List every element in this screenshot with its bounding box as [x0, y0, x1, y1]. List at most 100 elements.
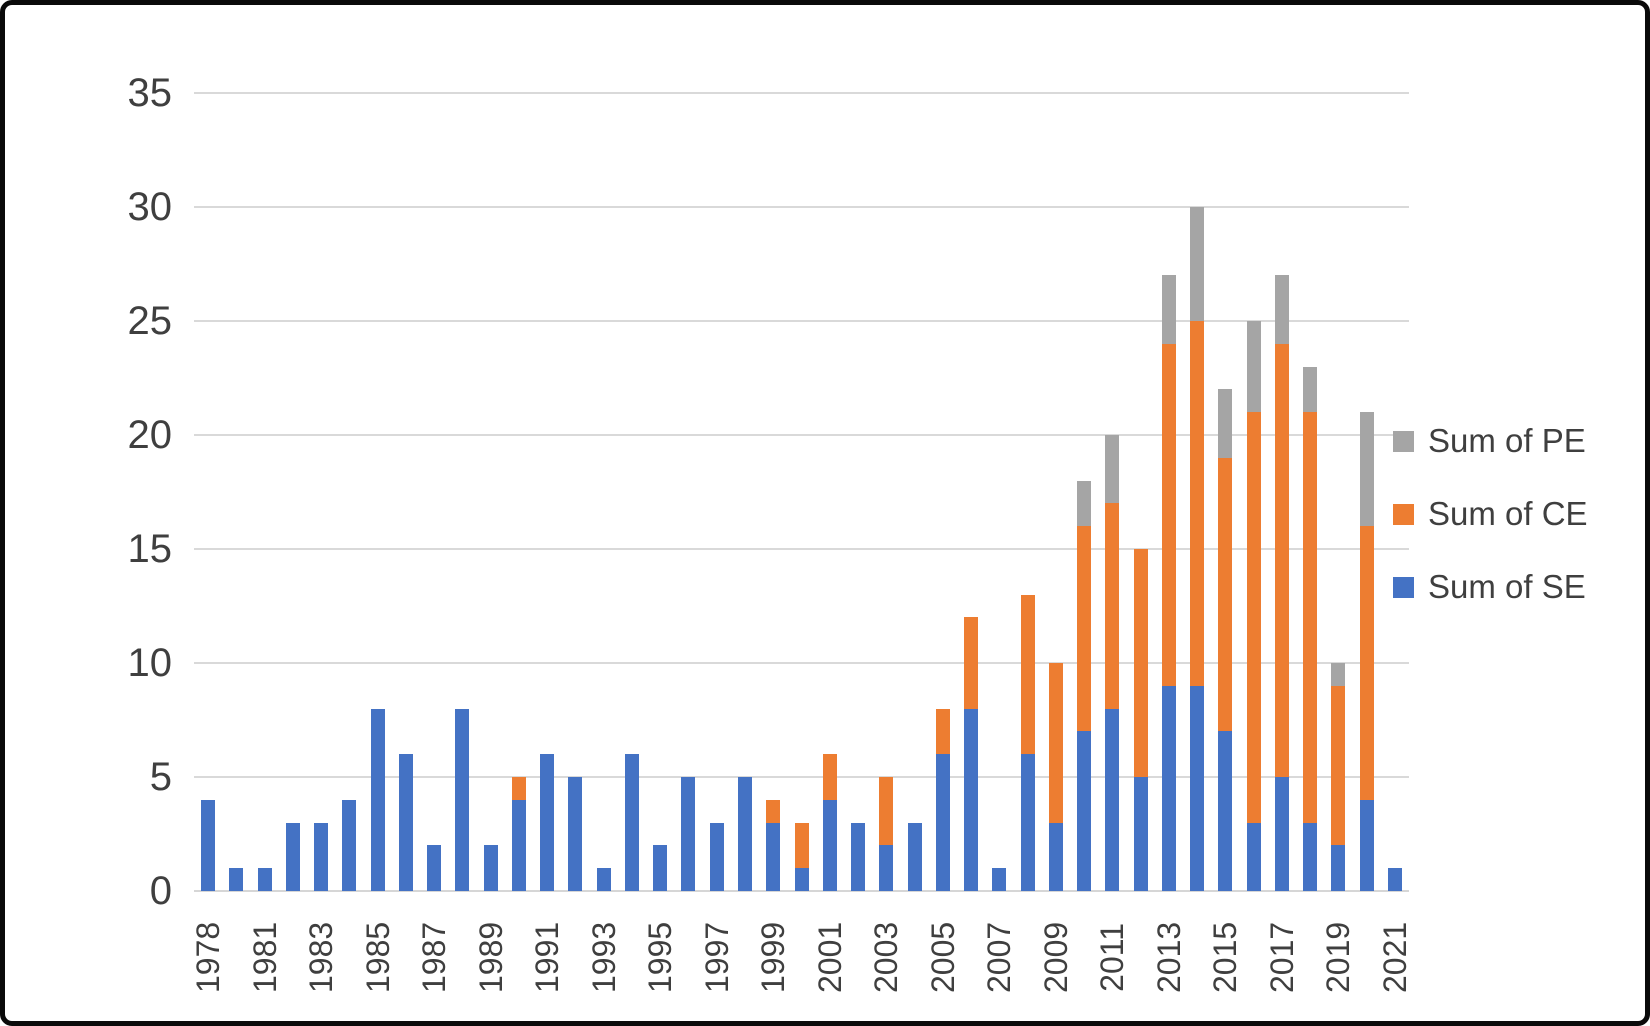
x-axis-tick-label-2013: 2013 — [1150, 921, 1187, 993]
bar-1988-sum-of-se — [455, 708, 470, 891]
bar-2004-sum-of-se — [907, 822, 922, 891]
bar-1990-sum-of-ce — [511, 777, 526, 800]
bar-2000-sum-of-se — [794, 868, 809, 891]
x-axis-tick-label-2017: 2017 — [1263, 921, 1300, 993]
bar-2008-sum-of-se — [1020, 754, 1035, 891]
x-axis-line — [194, 890, 1409, 892]
bar-2015-sum-of-ce — [1218, 457, 1233, 732]
bar-1998-sum-of-se — [737, 777, 752, 891]
bar-2010-sum-of-ce — [1077, 526, 1092, 732]
bar-1999-sum-of-se — [766, 822, 781, 891]
bar-2017-sum-of-se — [1274, 777, 1289, 891]
x-axis-tick-label-2009: 2009 — [1037, 921, 1074, 993]
bar-2000-sum-of-ce — [794, 822, 809, 869]
bar-1983-sum-of-se — [314, 822, 329, 891]
gridline-y5 — [194, 776, 1409, 778]
gridline-y15 — [194, 548, 1409, 550]
bar-2009-sum-of-ce — [1048, 663, 1063, 823]
chart-legend: Sum of PE Sum of CE Sum of SE — [1393, 422, 1588, 645]
bar-2015-sum-of-se — [1218, 731, 1233, 891]
bar-2016-sum-of-pe — [1246, 321, 1261, 413]
gridline-y20 — [194, 434, 1409, 436]
bar-2001-sum-of-se — [822, 799, 837, 891]
x-axis-tick-label-1995: 1995 — [642, 921, 679, 993]
bar-1999-sum-of-ce — [766, 799, 781, 823]
bar-1978-sum-of-se — [201, 799, 216, 891]
bar-2010-sum-of-se — [1077, 731, 1092, 891]
bar-2011-sum-of-se — [1105, 708, 1120, 891]
x-axis-tick-label-2003: 2003 — [868, 921, 905, 993]
y-axis-tick-label: 25 — [127, 299, 173, 343]
bar-1992-sum-of-se — [568, 777, 583, 891]
bar-2018-sum-of-se — [1303, 822, 1318, 891]
x-axis-tick-label-2015: 2015 — [1207, 921, 1244, 993]
x-axis-tick-label-1983: 1983 — [303, 921, 340, 993]
y-axis-tick-label: 10 — [127, 641, 173, 685]
x-axis-tick-label-1991: 1991 — [529, 921, 566, 993]
bar-2013-sum-of-pe — [1161, 275, 1176, 344]
bar-2016-sum-of-ce — [1246, 412, 1261, 823]
x-axis-tick-label-2021: 2021 — [1376, 921, 1413, 993]
gridline-y10 — [194, 662, 1409, 664]
bar-2020-sum-of-ce — [1359, 526, 1374, 800]
bar-2012-sum-of-se — [1133, 777, 1148, 891]
bar-1985-sum-of-se — [370, 708, 385, 891]
y-axis-tick-label: 15 — [127, 527, 173, 571]
legend-label: Sum of PE — [1428, 422, 1586, 459]
bar-2001-sum-of-ce — [822, 754, 837, 800]
x-axis-tick-label-1993: 1993 — [585, 921, 622, 993]
bar-1991-sum-of-se — [540, 754, 555, 891]
bar-2016-sum-of-se — [1246, 822, 1261, 891]
bar-2017-sum-of-ce — [1274, 343, 1289, 777]
bar-1990-sum-of-se — [511, 799, 526, 891]
bar-1981-sum-of-se — [257, 868, 272, 891]
bar-2014-sum-of-se — [1190, 685, 1205, 891]
bar-2003-sum-of-se — [879, 845, 894, 891]
legend-item-sum-of-ce: Sum of CE — [1393, 495, 1588, 532]
bar-2006-sum-of-ce — [964, 617, 979, 709]
bar-2011-sum-of-ce — [1105, 503, 1120, 709]
bar-1996-sum-of-se — [681, 777, 696, 891]
bar-2006-sum-of-se — [964, 708, 979, 891]
gridline-y30 — [194, 206, 1409, 208]
x-axis-tick-label-1989: 1989 — [472, 921, 509, 993]
y-axis-tick-label: 0 — [149, 869, 172, 913]
x-axis-tick-label-1999: 1999 — [755, 921, 792, 993]
bar-2008-sum-of-ce — [1020, 594, 1035, 755]
x-axis-tick-label-1997: 1997 — [698, 921, 735, 993]
legend-swatch-icon — [1393, 576, 1414, 598]
bar-2002-sum-of-se — [851, 822, 865, 891]
bar-2020-sum-of-pe — [1359, 412, 1374, 527]
bar-2011-sum-of-pe — [1105, 435, 1120, 504]
x-axis-tick-label-1978: 1978 — [190, 921, 227, 993]
bar-2009-sum-of-se — [1048, 822, 1063, 891]
legend-swatch-icon — [1393, 503, 1414, 525]
y-axis-tick-label: 5 — [149, 755, 172, 799]
legend-swatch-icon — [1393, 430, 1414, 452]
bar-2012-sum-of-ce — [1133, 549, 1148, 777]
bar-2019-sum-of-ce — [1331, 685, 1346, 846]
bar-1995-sum-of-se — [653, 845, 668, 891]
bar-2010-sum-of-pe — [1077, 480, 1092, 527]
gridline-y25 — [194, 320, 1409, 322]
bar-1993-sum-of-se — [596, 868, 611, 891]
bar-2020-sum-of-se — [1359, 799, 1374, 891]
y-axis-tick-label: 30 — [127, 185, 173, 229]
bar-2003-sum-of-ce — [879, 777, 894, 846]
bar-1986-sum-of-se — [398, 754, 413, 891]
bar-1987-sum-of-se — [427, 845, 442, 891]
legend-item-sum-of-pe: Sum of PE — [1393, 422, 1588, 459]
bar-2018-sum-of-ce — [1303, 412, 1318, 823]
bar-2007-sum-of-se — [992, 868, 1007, 891]
x-axis-tick-label-2001: 2001 — [811, 921, 848, 993]
bar-1980-sum-of-se — [229, 868, 244, 891]
bar-2021-sum-of-se — [1387, 868, 1402, 891]
bar-2013-sum-of-ce — [1161, 343, 1176, 686]
bar-1982-sum-of-se — [285, 822, 300, 891]
legend-label: Sum of SE — [1428, 568, 1586, 605]
y-axis-tick-label: 35 — [127, 71, 173, 115]
gridline-y35 — [194, 92, 1409, 94]
bar-1994-sum-of-se — [624, 754, 639, 891]
bar-2015-sum-of-pe — [1218, 389, 1233, 458]
bar-2019-sum-of-pe — [1331, 663, 1346, 686]
